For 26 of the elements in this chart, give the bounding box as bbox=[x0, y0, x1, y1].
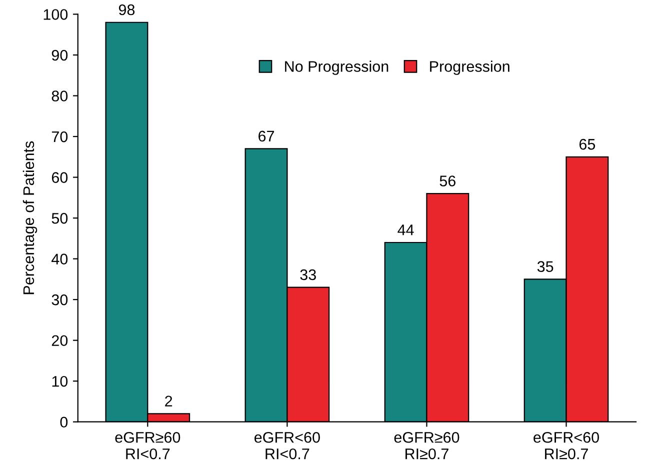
y-tick-label: 30 bbox=[52, 294, 68, 306]
data-label: 67 bbox=[258, 130, 274, 142]
y-tick-label: 90 bbox=[52, 50, 68, 61]
data-label: 98 bbox=[118, 4, 135, 16]
y-tick-label: 60 bbox=[52, 172, 68, 183]
data-label: 35 bbox=[537, 261, 554, 272]
legend-label: No Progression bbox=[285, 60, 388, 75]
data-label: 65 bbox=[579, 138, 596, 150]
y-tick-label: 50 bbox=[52, 212, 68, 224]
x-tick-label: eGFR<60 RI≥0.7 bbox=[534, 432, 599, 460]
y-tick-label: 80 bbox=[52, 90, 68, 102]
data-label: 56 bbox=[440, 176, 456, 186]
x-tick-label: eGFR≥60 RI<0.7 bbox=[115, 432, 180, 460]
y-tick-label: 20 bbox=[52, 335, 68, 346]
y-tick-label: 0 bbox=[60, 416, 68, 428]
x-tick-label: eGFR<60 RI<0.7 bbox=[254, 432, 320, 460]
y-tick-label: 10 bbox=[52, 376, 68, 387]
data-label: 33 bbox=[300, 269, 316, 280]
x-tick-label: eGFR≥60 RI≥0.7 bbox=[394, 432, 460, 460]
data-label: 44 bbox=[398, 224, 414, 236]
y-tick-label: 100 bbox=[44, 9, 68, 20]
y-axis-title: Percentage of Patients bbox=[22, 141, 38, 294]
y-tick-label: 70 bbox=[52, 131, 68, 142]
data-label: 2 bbox=[165, 396, 172, 406]
y-tick-label: 40 bbox=[52, 254, 68, 264]
legend-label: Progression bbox=[430, 60, 510, 75]
